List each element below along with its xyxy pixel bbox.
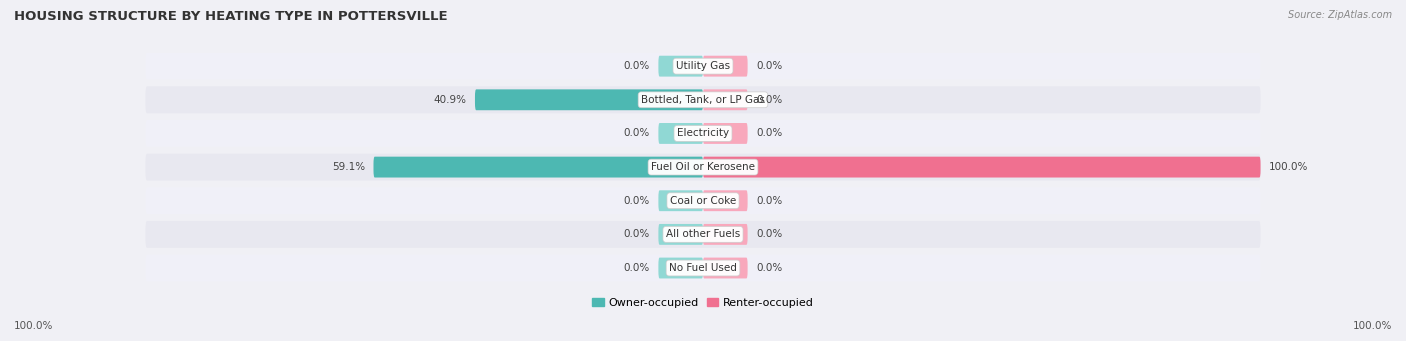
FancyBboxPatch shape (658, 56, 703, 77)
Text: 0.0%: 0.0% (756, 129, 782, 138)
Text: 0.0%: 0.0% (756, 61, 782, 71)
FancyBboxPatch shape (658, 123, 703, 144)
FancyBboxPatch shape (658, 257, 703, 279)
Text: 0.0%: 0.0% (756, 196, 782, 206)
Text: 40.9%: 40.9% (433, 95, 467, 105)
Text: 100.0%: 100.0% (1270, 162, 1309, 172)
FancyBboxPatch shape (145, 187, 1261, 214)
Text: No Fuel Used: No Fuel Used (669, 263, 737, 273)
Text: Coal or Coke: Coal or Coke (669, 196, 737, 206)
Text: Utility Gas: Utility Gas (676, 61, 730, 71)
Legend: Owner-occupied, Renter-occupied: Owner-occupied, Renter-occupied (592, 298, 814, 308)
Text: Source: ZipAtlas.com: Source: ZipAtlas.com (1288, 10, 1392, 20)
FancyBboxPatch shape (145, 120, 1261, 147)
Text: 59.1%: 59.1% (332, 162, 366, 172)
FancyBboxPatch shape (145, 154, 1261, 180)
Text: 0.0%: 0.0% (756, 263, 782, 273)
Text: Bottled, Tank, or LP Gas: Bottled, Tank, or LP Gas (641, 95, 765, 105)
Text: 100.0%: 100.0% (1353, 321, 1392, 331)
Text: 100.0%: 100.0% (14, 321, 53, 331)
Text: HOUSING STRUCTURE BY HEATING TYPE IN POTTERSVILLE: HOUSING STRUCTURE BY HEATING TYPE IN POT… (14, 10, 447, 23)
Text: 0.0%: 0.0% (624, 61, 650, 71)
FancyBboxPatch shape (703, 89, 748, 110)
Text: 0.0%: 0.0% (756, 95, 782, 105)
FancyBboxPatch shape (145, 255, 1261, 281)
Text: 0.0%: 0.0% (624, 263, 650, 273)
Text: 0.0%: 0.0% (756, 229, 782, 239)
Text: Fuel Oil or Kerosene: Fuel Oil or Kerosene (651, 162, 755, 172)
Text: Electricity: Electricity (676, 129, 730, 138)
Text: 0.0%: 0.0% (624, 196, 650, 206)
FancyBboxPatch shape (658, 190, 703, 211)
FancyBboxPatch shape (703, 257, 748, 279)
FancyBboxPatch shape (145, 53, 1261, 79)
FancyBboxPatch shape (658, 224, 703, 245)
FancyBboxPatch shape (145, 86, 1261, 113)
Text: All other Fuels: All other Fuels (666, 229, 740, 239)
FancyBboxPatch shape (703, 123, 748, 144)
FancyBboxPatch shape (703, 224, 748, 245)
FancyBboxPatch shape (703, 157, 1261, 178)
FancyBboxPatch shape (374, 157, 703, 178)
FancyBboxPatch shape (703, 190, 748, 211)
FancyBboxPatch shape (475, 89, 703, 110)
FancyBboxPatch shape (703, 56, 748, 77)
FancyBboxPatch shape (145, 221, 1261, 248)
Text: 0.0%: 0.0% (624, 229, 650, 239)
Text: 0.0%: 0.0% (624, 129, 650, 138)
